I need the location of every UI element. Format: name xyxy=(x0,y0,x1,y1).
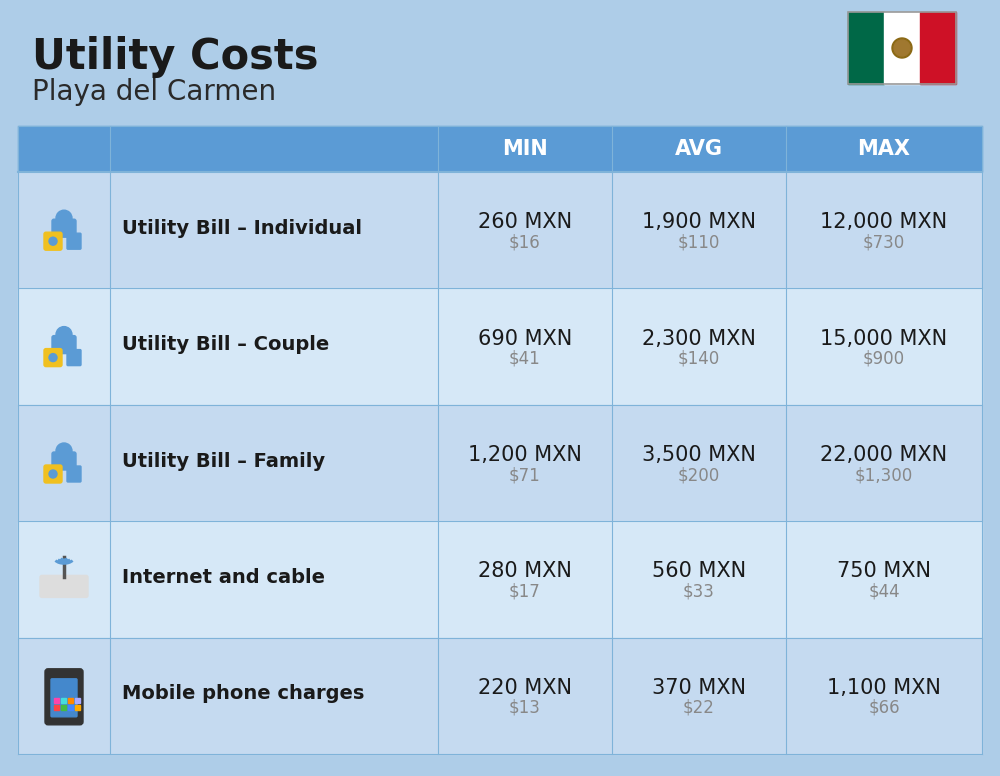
Bar xyxy=(75,705,80,710)
Bar xyxy=(75,698,80,703)
Text: 15,000 MXN: 15,000 MXN xyxy=(820,328,948,348)
Text: MAX: MAX xyxy=(858,139,910,159)
Text: Mobile phone charges: Mobile phone charges xyxy=(122,684,364,703)
Circle shape xyxy=(56,210,72,226)
Text: $44: $44 xyxy=(868,583,900,601)
Bar xyxy=(54,698,59,703)
Bar xyxy=(920,12,956,84)
FancyBboxPatch shape xyxy=(52,219,76,237)
Circle shape xyxy=(892,38,912,58)
Bar xyxy=(884,12,920,84)
FancyBboxPatch shape xyxy=(44,465,62,483)
FancyBboxPatch shape xyxy=(52,452,76,470)
Text: $17: $17 xyxy=(509,583,541,601)
Bar xyxy=(18,405,982,521)
Text: 1,100 MXN: 1,100 MXN xyxy=(827,677,941,698)
Bar xyxy=(848,12,884,84)
Text: Utility Bill – Couple: Utility Bill – Couple xyxy=(122,335,329,354)
Bar xyxy=(68,698,73,703)
Text: $900: $900 xyxy=(863,350,905,368)
Text: 750 MXN: 750 MXN xyxy=(837,561,931,581)
Text: 22,000 MXN: 22,000 MXN xyxy=(820,445,948,465)
Text: $140: $140 xyxy=(678,350,720,368)
Text: 690 MXN: 690 MXN xyxy=(478,328,572,348)
FancyBboxPatch shape xyxy=(67,466,81,482)
Text: 280 MXN: 280 MXN xyxy=(478,561,572,581)
Text: 12,000 MXN: 12,000 MXN xyxy=(820,212,948,232)
FancyBboxPatch shape xyxy=(44,348,62,366)
Text: Utility Bill – Family: Utility Bill – Family xyxy=(122,452,325,470)
FancyBboxPatch shape xyxy=(67,234,81,249)
Text: $71: $71 xyxy=(509,466,541,484)
FancyBboxPatch shape xyxy=(52,335,76,354)
Bar xyxy=(61,705,66,710)
Text: 2,300 MXN: 2,300 MXN xyxy=(642,328,756,348)
Text: 3,500 MXN: 3,500 MXN xyxy=(642,445,756,465)
FancyBboxPatch shape xyxy=(44,232,62,250)
Text: Utility Bill – Individual: Utility Bill – Individual xyxy=(122,219,362,237)
Text: Playa del Carmen: Playa del Carmen xyxy=(32,78,276,106)
Text: $13: $13 xyxy=(509,699,541,717)
Bar xyxy=(848,12,956,84)
Bar xyxy=(18,126,982,172)
Text: MIN: MIN xyxy=(502,139,548,159)
Text: 560 MXN: 560 MXN xyxy=(652,561,746,581)
Text: $33: $33 xyxy=(683,583,715,601)
Text: 260 MXN: 260 MXN xyxy=(478,212,572,232)
Circle shape xyxy=(56,443,72,459)
FancyBboxPatch shape xyxy=(51,679,77,717)
Text: $66: $66 xyxy=(868,699,900,717)
Text: Utility Costs: Utility Costs xyxy=(32,36,318,78)
Bar xyxy=(61,698,66,703)
Text: $41: $41 xyxy=(509,350,541,368)
Text: $22: $22 xyxy=(683,699,715,717)
FancyBboxPatch shape xyxy=(45,669,83,725)
Circle shape xyxy=(49,354,57,362)
Text: $1,300: $1,300 xyxy=(855,466,913,484)
Text: $200: $200 xyxy=(678,466,720,484)
Bar xyxy=(18,521,982,638)
Text: $16: $16 xyxy=(509,234,541,251)
Text: $110: $110 xyxy=(678,234,720,251)
FancyBboxPatch shape xyxy=(40,575,88,598)
Text: Internet and cable: Internet and cable xyxy=(122,568,325,587)
Bar xyxy=(18,172,982,289)
FancyBboxPatch shape xyxy=(67,350,81,365)
Text: 1,900 MXN: 1,900 MXN xyxy=(642,212,756,232)
Bar xyxy=(68,705,73,710)
Circle shape xyxy=(56,327,72,342)
Text: 370 MXN: 370 MXN xyxy=(652,677,746,698)
Circle shape xyxy=(49,237,57,245)
Circle shape xyxy=(894,40,910,56)
Bar xyxy=(18,289,982,405)
Text: 1,200 MXN: 1,200 MXN xyxy=(468,445,582,465)
Text: AVG: AVG xyxy=(675,139,723,159)
Text: $730: $730 xyxy=(863,234,905,251)
Bar xyxy=(54,705,59,710)
Bar xyxy=(18,638,982,754)
Circle shape xyxy=(49,470,57,478)
Text: 220 MXN: 220 MXN xyxy=(478,677,572,698)
